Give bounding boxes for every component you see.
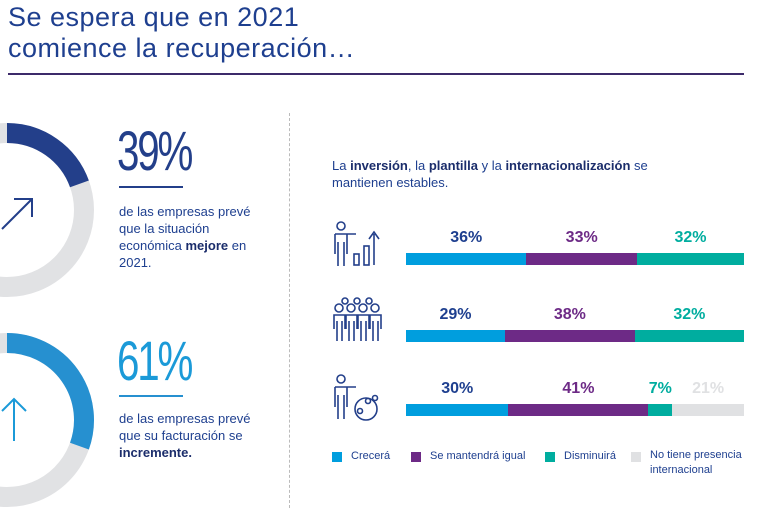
workforce-group-icon (333, 297, 382, 341)
donut-arc (6, 333, 94, 450)
bar-value-label: 32% (674, 229, 707, 246)
bar-segment (406, 404, 509, 416)
bar-value-label: 38% (553, 306, 586, 323)
legend-item-no-presence: No tiene presencia internacional (631, 449, 760, 478)
stat-61-value: 61% (117, 329, 193, 392)
bar-segment (508, 404, 649, 416)
bar-value-label: 41% (562, 380, 595, 397)
investment-person-chart-icon (334, 221, 380, 266)
page-title: Se espera que en 2021 comience la recupe… (8, 2, 356, 63)
bar-segment (526, 253, 637, 265)
bar-segment (406, 330, 505, 342)
legend-item-decrease: Disminuirá (545, 450, 616, 462)
legend-swatch (545, 452, 555, 462)
bar-value-label: 7% (648, 380, 672, 397)
bar-segment (672, 404, 744, 416)
bar-segment (636, 253, 744, 265)
stat-39-description: de las empresas prevé que la situación e… (119, 204, 251, 270)
stat-underline (119, 395, 183, 397)
bar-value-label: 32% (673, 306, 706, 323)
donut-revenue (0, 333, 94, 507)
arrow-up-right-icon (1, 198, 33, 230)
bar-inversión (406, 253, 744, 265)
bar-segment (406, 253, 527, 265)
section-divider (289, 113, 290, 508)
legend-swatch (411, 452, 421, 462)
bar-internacionalización (406, 404, 744, 416)
bar-value-label: 29% (439, 306, 472, 323)
bar-segment (505, 330, 635, 342)
stat-underline (119, 186, 183, 188)
bar-value-label: 33% (565, 229, 598, 246)
bar-segment (634, 330, 744, 342)
internationalization-globe-icon (334, 374, 379, 421)
bar-segment (648, 404, 673, 416)
bar-value-label: 21% (692, 380, 725, 397)
stat-39-value: 39% (117, 119, 193, 182)
legend-swatch (631, 452, 641, 462)
legend-swatch (332, 452, 342, 462)
donut-economy (0, 123, 94, 297)
title-divider (8, 73, 744, 75)
chart-subtitle: La inversión, la plantilla y la internac… (332, 158, 648, 190)
legend-item-grow: Crecerá (332, 450, 390, 462)
stat-61-description: de las empresas prevé que su facturación… (119, 411, 251, 460)
bar-value-label: 30% (441, 380, 474, 397)
donut-arc (6, 123, 89, 188)
legend-item-same: Se mantendrá igual (411, 450, 525, 462)
arrow-up-icon (1, 397, 27, 441)
bar-value-label: 36% (450, 229, 483, 246)
bar-plantilla (406, 330, 744, 342)
